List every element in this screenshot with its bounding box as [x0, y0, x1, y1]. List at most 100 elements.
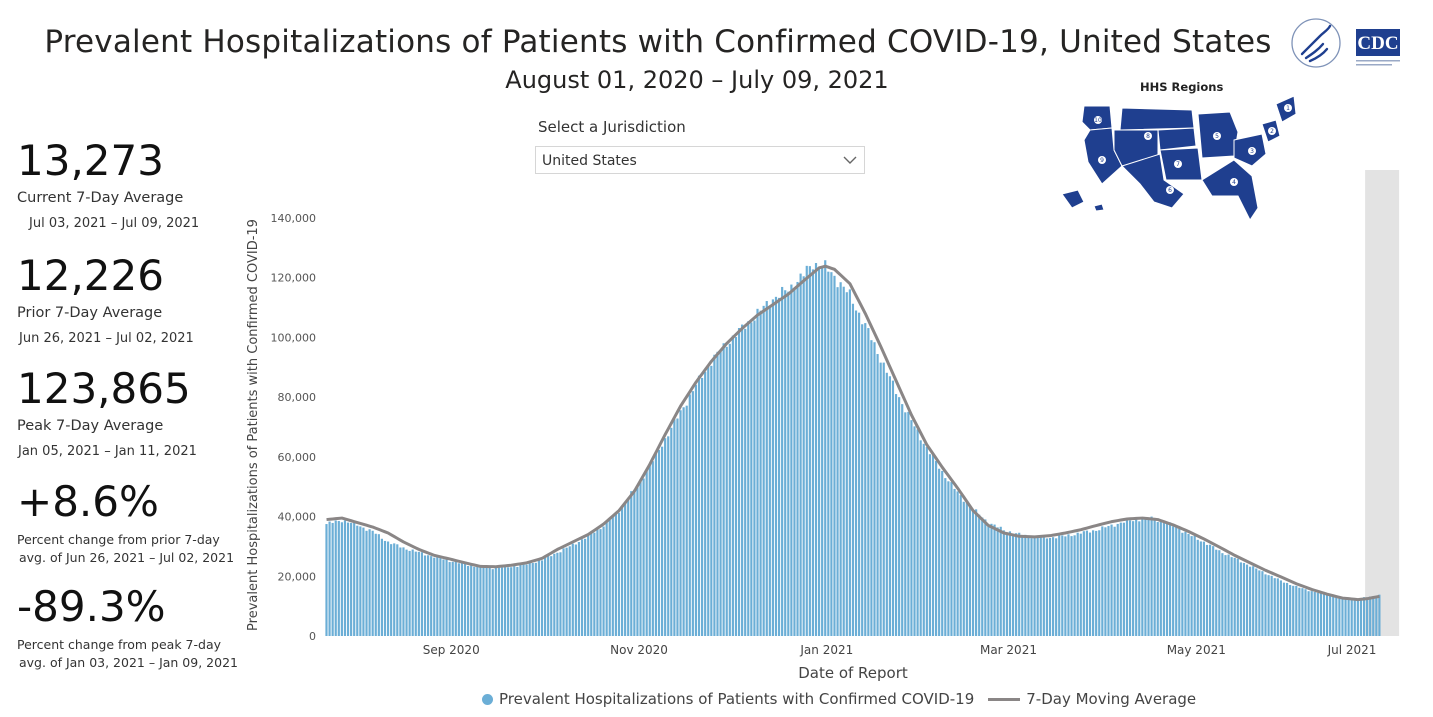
daily-bar[interactable]: [1347, 598, 1350, 636]
daily-bar[interactable]: [396, 544, 399, 636]
daily-bar[interactable]: [1092, 530, 1095, 636]
daily-bar[interactable]: [1350, 599, 1353, 636]
daily-bar[interactable]: [1353, 598, 1356, 636]
daily-bar[interactable]: [737, 328, 741, 636]
daily-bar[interactable]: [346, 522, 350, 636]
daily-bar[interactable]: [463, 564, 467, 636]
daily-bar[interactable]: [1141, 519, 1144, 636]
daily-bar[interactable]: [762, 305, 765, 636]
daily-bar[interactable]: [1113, 526, 1116, 636]
daily-bar[interactable]: [941, 470, 944, 636]
daily-bar[interactable]: [550, 556, 553, 636]
daily-bar[interactable]: [956, 491, 959, 636]
daily-bar[interactable]: [1067, 534, 1070, 636]
daily-bar[interactable]: [386, 541, 390, 637]
daily-bar[interactable]: [408, 550, 411, 636]
daily-bar[interactable]: [968, 506, 972, 636]
daily-bar[interactable]: [1292, 585, 1295, 636]
daily-bar[interactable]: [725, 346, 728, 636]
daily-bar[interactable]: [1011, 533, 1015, 636]
daily-bar[interactable]: [876, 354, 879, 636]
daily-bar[interactable]: [624, 502, 627, 636]
daily-bar[interactable]: [950, 482, 953, 636]
daily-bar[interactable]: [1021, 535, 1024, 636]
daily-bar[interactable]: [759, 310, 762, 636]
daily-bar[interactable]: [1252, 566, 1255, 636]
daily-bar[interactable]: [1313, 591, 1316, 636]
daily-bar[interactable]: [1138, 521, 1141, 636]
daily-bar[interactable]: [1289, 584, 1292, 636]
daily-bar[interactable]: [1128, 520, 1132, 636]
daily-bar[interactable]: [402, 547, 405, 636]
daily-bar[interactable]: [873, 342, 876, 636]
daily-bar[interactable]: [861, 324, 864, 636]
daily-bar[interactable]: [999, 526, 1002, 636]
daily-bar[interactable]: [667, 436, 670, 636]
daily-bar[interactable]: [325, 524, 328, 636]
daily-bar[interactable]: [356, 525, 359, 636]
daily-bar[interactable]: [1341, 598, 1344, 636]
daily-bar[interactable]: [1273, 578, 1276, 636]
daily-bar[interactable]: [1372, 596, 1375, 636]
daily-bar[interactable]: [1279, 580, 1282, 636]
daily-bar[interactable]: [1212, 546, 1215, 636]
daily-bar[interactable]: [657, 449, 661, 636]
daily-bar[interactable]: [747, 321, 750, 636]
daily-bar[interactable]: [744, 328, 747, 636]
daily-bar[interactable]: [802, 276, 805, 636]
daily-bar[interactable]: [611, 515, 614, 636]
daily-bar[interactable]: [1178, 528, 1181, 636]
daily-bar[interactable]: [793, 289, 796, 636]
daily-bar[interactable]: [513, 566, 516, 636]
daily-bar[interactable]: [436, 556, 439, 636]
daily-bar[interactable]: [482, 567, 485, 636]
daily-bar[interactable]: [1156, 522, 1159, 636]
daily-bar[interactable]: [1344, 597, 1347, 636]
daily-bar[interactable]: [707, 366, 710, 636]
daily-bar[interactable]: [765, 301, 768, 636]
daily-bar[interactable]: [556, 552, 559, 636]
daily-bar[interactable]: [1295, 585, 1298, 636]
daily-bar[interactable]: [543, 557, 547, 636]
daily-bar[interactable]: [1024, 534, 1027, 636]
daily-bar[interactable]: [990, 523, 993, 636]
daily-bar[interactable]: [901, 404, 904, 636]
daily-bar[interactable]: [1187, 533, 1190, 636]
daily-bar[interactable]: [1184, 531, 1187, 636]
daily-bar[interactable]: [1036, 537, 1039, 636]
daily-bar[interactable]: [1008, 531, 1012, 636]
daily-bar[interactable]: [716, 351, 719, 636]
daily-bar[interactable]: [811, 269, 815, 636]
daily-bar[interactable]: [728, 343, 731, 636]
daily-bar[interactable]: [1310, 591, 1313, 636]
daily-bar[interactable]: [562, 548, 565, 636]
daily-bar[interactable]: [1144, 517, 1147, 636]
daily-bar[interactable]: [830, 272, 833, 636]
daily-bar[interactable]: [457, 563, 460, 636]
daily-bar[interactable]: [1267, 575, 1270, 636]
daily-bar[interactable]: [1039, 536, 1042, 636]
daily-bar[interactable]: [710, 365, 713, 636]
daily-bar[interactable]: [1002, 530, 1005, 636]
daily-bar[interactable]: [448, 562, 451, 636]
daily-bar[interactable]: [390, 544, 393, 636]
daily-bar[interactable]: [1338, 597, 1341, 636]
daily-bar[interactable]: [833, 275, 836, 636]
daily-bar[interactable]: [368, 529, 371, 636]
daily-bar[interactable]: [734, 337, 738, 636]
daily-bar[interactable]: [722, 343, 725, 636]
daily-bar[interactable]: [420, 552, 424, 636]
daily-bar[interactable]: [547, 555, 550, 636]
daily-bar[interactable]: [673, 419, 676, 636]
daily-bar[interactable]: [399, 547, 402, 637]
daily-bar[interactable]: [719, 351, 722, 636]
daily-bar[interactable]: [1076, 532, 1079, 636]
daily-bar[interactable]: [1276, 578, 1279, 636]
daily-bar[interactable]: [334, 520, 337, 636]
daily-bar[interactable]: [1202, 541, 1206, 636]
daily-bar[interactable]: [1196, 539, 1199, 636]
daily-bar[interactable]: [1208, 544, 1212, 636]
daily-bar[interactable]: [839, 282, 842, 636]
daily-bar[interactable]: [922, 443, 925, 636]
daily-bar[interactable]: [1245, 564, 1249, 636]
